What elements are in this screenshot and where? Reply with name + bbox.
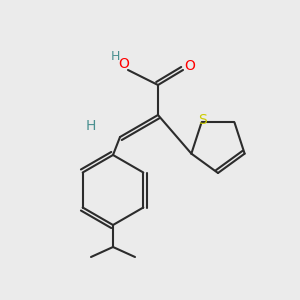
Text: H: H (86, 119, 96, 133)
Text: H: H (110, 50, 120, 62)
Text: O: O (118, 57, 129, 71)
Text: O: O (184, 59, 195, 73)
Text: S: S (198, 113, 207, 127)
